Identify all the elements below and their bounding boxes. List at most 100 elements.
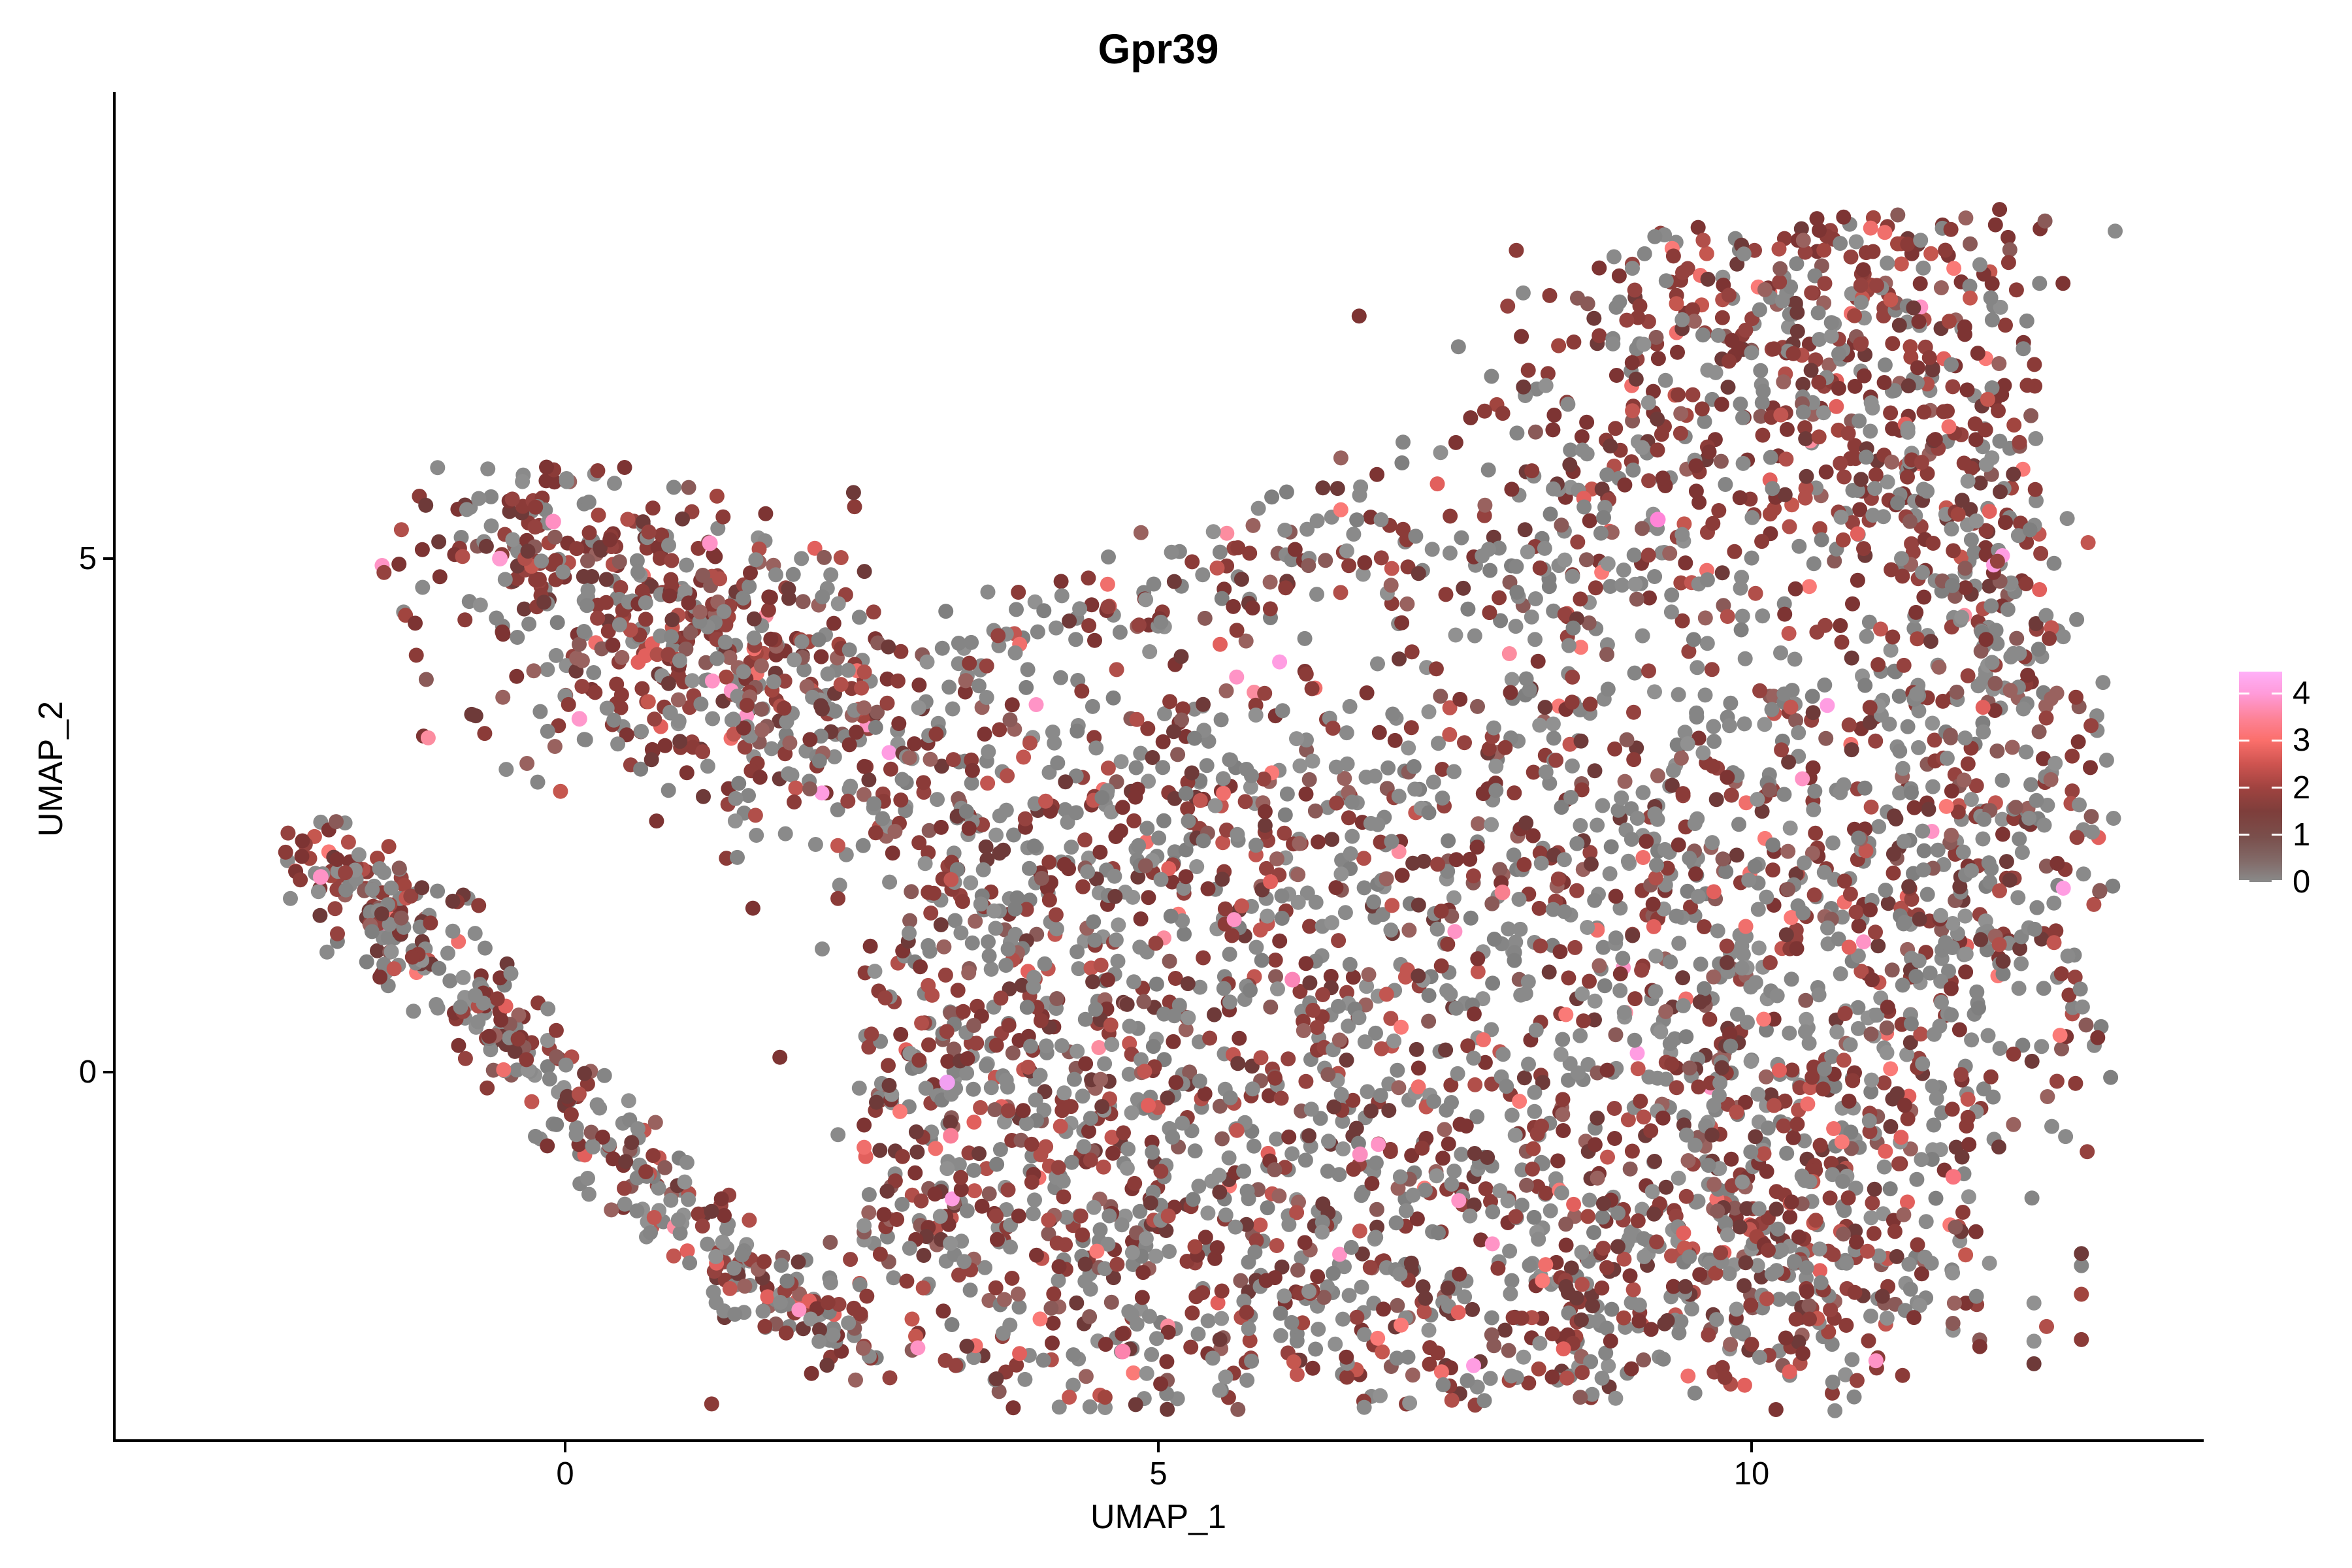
data-point: [1963, 290, 1978, 306]
data-point: [1755, 427, 1771, 443]
data-point: [1501, 921, 1516, 937]
data-point: [861, 1039, 877, 1055]
data-point: [1983, 1069, 1999, 1085]
data-point: [1833, 785, 1848, 800]
data-point: [1697, 414, 1712, 429]
data-point: [2000, 602, 2016, 617]
data-point: [1944, 1007, 1959, 1022]
data-point: [1576, 499, 1592, 515]
data-point: [613, 700, 629, 715]
data-point: [1217, 901, 1233, 917]
data-point: [748, 552, 764, 568]
data-point: [1587, 1137, 1603, 1152]
data-point: [1421, 805, 1437, 821]
data-point: [1989, 553, 2005, 569]
data-point: [959, 1339, 975, 1354]
data-point: [1177, 926, 1192, 942]
data-point: [1945, 1265, 1961, 1281]
data-point: [1443, 1077, 1459, 1093]
data-point: [1435, 1151, 1450, 1166]
data-point: [1782, 820, 1798, 836]
data-point: [1409, 1211, 1425, 1227]
data-point: [1837, 874, 1852, 889]
data-point: [1298, 1073, 1314, 1089]
data-point: [524, 1094, 540, 1109]
data-point: [1646, 919, 1661, 934]
data-point: [1665, 1279, 1681, 1294]
data-point: [1919, 887, 1935, 902]
data-point: [370, 943, 385, 958]
data-point: [1883, 1119, 1899, 1134]
data-point: [1891, 318, 1907, 333]
data-point: [1787, 1254, 1803, 1269]
data-point: [691, 1206, 706, 1222]
data-point: [493, 1012, 509, 1028]
data-point: [1958, 946, 1974, 962]
data-point: [1091, 1040, 1107, 1055]
data-point: [760, 602, 776, 618]
data-point: [547, 739, 563, 754]
data-point: [1574, 782, 1590, 798]
data-point: [1824, 1049, 1840, 1064]
data-point: [1366, 894, 1382, 909]
data-point: [2012, 434, 2027, 450]
data-point: [1320, 1067, 1336, 1083]
data-point: [1610, 802, 1626, 818]
data-point: [1858, 843, 1874, 858]
data-point: [2004, 740, 2020, 755]
data-point: [591, 507, 606, 523]
data-point: [1062, 1390, 1077, 1405]
data-point: [1684, 1301, 1699, 1316]
data-point: [1361, 967, 1377, 983]
data-point: [1390, 1298, 1405, 1313]
data-point: [1707, 734, 1722, 749]
data-point: [1279, 786, 1295, 802]
data-point: [802, 732, 818, 747]
data-point: [1507, 953, 1522, 968]
data-point: [1211, 1168, 1227, 1183]
data-point: [614, 649, 630, 665]
data-point: [2092, 883, 2108, 898]
data-point: [2099, 753, 2114, 768]
data-point: [1022, 735, 1037, 751]
data-point: [1938, 935, 1953, 951]
data-point: [1448, 852, 1464, 868]
data-point: [1817, 1061, 1833, 1077]
data-point: [1541, 964, 1557, 980]
data-point: [1838, 1318, 1854, 1333]
data-point: [1006, 827, 1021, 843]
data-point: [992, 808, 1007, 824]
data-point: [1301, 772, 1317, 787]
data-point: [1115, 1326, 1130, 1342]
data-point: [1884, 454, 1900, 470]
data-point: [1946, 1296, 1962, 1311]
data-point: [1678, 1188, 1694, 1204]
data-point: [1446, 1164, 1462, 1179]
data-point: [1375, 1344, 1390, 1360]
data-point: [2083, 760, 2098, 776]
data-point: [712, 571, 728, 587]
data-point: [1754, 804, 1770, 819]
data-point: [408, 647, 424, 663]
data-point: [1863, 1084, 1879, 1100]
data-point: [1799, 1260, 1814, 1275]
data-point: [1762, 955, 1778, 970]
data-point: [1514, 329, 1529, 344]
data-point: [1441, 833, 1456, 849]
data-point: [1627, 991, 1643, 1007]
data-point: [1751, 940, 1767, 956]
data-point: [991, 1384, 1007, 1399]
data-point: [1341, 1019, 1356, 1034]
data-point: [1289, 731, 1304, 747]
data-point: [944, 1317, 960, 1332]
data-point: [1258, 1273, 1274, 1288]
data-point: [1145, 1145, 1160, 1160]
data-point: [833, 550, 849, 565]
data-point: [1754, 534, 1770, 549]
data-point: [1608, 930, 1624, 946]
data-point: [1944, 827, 1959, 843]
data-point: [430, 1000, 446, 1016]
data-point: [1900, 469, 1915, 485]
data-point: [1744, 550, 1759, 566]
data-point: [1187, 1239, 1203, 1254]
